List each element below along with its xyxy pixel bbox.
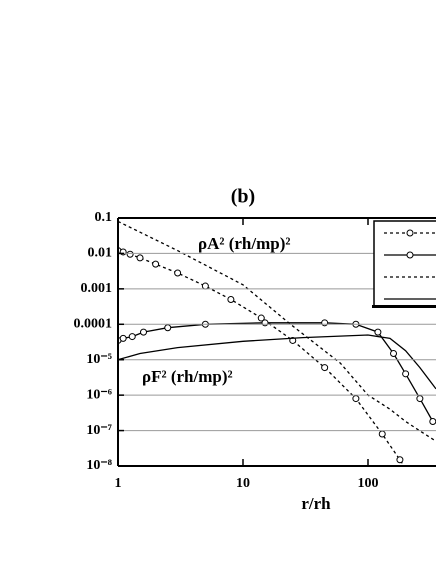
x-tick-label: 1	[115, 476, 122, 491]
y-tick-label: 10⁻⁵	[86, 352, 112, 367]
x-tick-label: 10	[236, 476, 250, 491]
marker	[201, 282, 209, 290]
series-line	[118, 334, 436, 390]
marker	[136, 254, 144, 262]
marker	[390, 349, 398, 357]
marker	[321, 319, 329, 327]
marker	[402, 370, 410, 378]
y-tick-label: 0.01	[88, 246, 113, 261]
marker	[396, 456, 404, 464]
legend-box	[373, 220, 436, 308]
marker	[378, 430, 386, 438]
y-tick-label: 0.001	[81, 281, 113, 296]
plot-area	[118, 220, 436, 483]
marker	[140, 328, 148, 336]
marker	[429, 418, 436, 426]
x-tick-label: 100	[358, 476, 379, 491]
marker	[126, 250, 134, 258]
legend-marker	[406, 251, 414, 259]
y-tick-label: 10⁻⁸	[86, 458, 112, 473]
annotation: ρF² (rh/mp)²	[142, 367, 233, 386]
marker	[374, 328, 382, 336]
x-axis-label: r/rh	[301, 494, 331, 513]
annotation: ρA² (rh/mp)²	[198, 234, 290, 253]
marker	[152, 260, 160, 268]
marker	[128, 333, 136, 341]
y-tick-label: 10⁻⁶	[86, 387, 112, 402]
marker	[174, 269, 182, 277]
marker	[164, 324, 172, 332]
marker	[257, 314, 265, 322]
marker	[416, 395, 424, 403]
y-tick-label: 10⁻⁷	[86, 423, 112, 438]
series-line	[118, 249, 405, 466]
y-tick-label: 0.0001	[74, 317, 113, 332]
legend-shadow	[372, 305, 436, 308]
marker	[410, 477, 416, 483]
marker	[321, 364, 329, 372]
y-tick-label: 0.1	[95, 210, 113, 225]
chart-title: (b)	[231, 186, 255, 208]
marker	[227, 296, 235, 304]
marker	[119, 334, 127, 342]
legend-marker	[406, 229, 414, 237]
marker	[261, 319, 269, 327]
series-line	[118, 220, 436, 442]
marker	[352, 395, 360, 403]
